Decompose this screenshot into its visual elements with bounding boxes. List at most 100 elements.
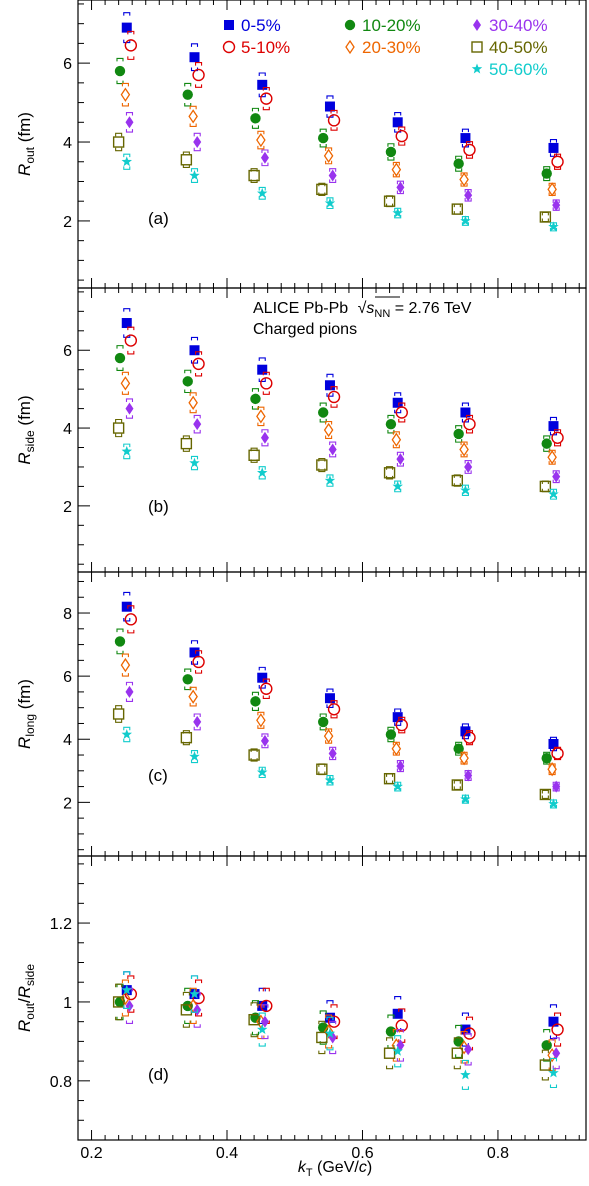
data-point bbox=[395, 129, 408, 143]
data-point bbox=[328, 747, 337, 760]
syst-bracket bbox=[398, 126, 406, 146]
data-point bbox=[552, 780, 561, 793]
data-point bbox=[464, 460, 473, 473]
y-axis-label: Rlong (fm) bbox=[15, 679, 37, 749]
data-point bbox=[188, 109, 198, 124]
data-point bbox=[396, 181, 405, 194]
syst-bracket bbox=[319, 128, 327, 148]
series-0-5% bbox=[121, 591, 559, 752]
legend-label: 20-30% bbox=[362, 38, 421, 57]
syst-bracket bbox=[394, 1035, 402, 1068]
data-point bbox=[541, 752, 552, 764]
syst-bracket bbox=[115, 983, 123, 1021]
data-point bbox=[460, 793, 471, 804]
data-point bbox=[548, 798, 559, 809]
syst-bracket bbox=[258, 466, 266, 480]
data-point bbox=[324, 380, 335, 391]
data-point bbox=[193, 418, 202, 431]
syst-bracket bbox=[190, 975, 199, 1013]
series-10-20% bbox=[114, 345, 552, 452]
syst-bracket bbox=[461, 723, 469, 740]
data-point bbox=[112, 996, 125, 1008]
data-point bbox=[112, 422, 125, 434]
syst-bracket bbox=[319, 713, 327, 731]
data-point bbox=[451, 779, 464, 791]
data-point bbox=[385, 1026, 397, 1037]
syst-bracket bbox=[193, 414, 201, 434]
data-point bbox=[121, 984, 132, 995]
syst-bracket bbox=[123, 153, 131, 170]
data-point bbox=[460, 726, 471, 737]
syst-bracket bbox=[258, 72, 266, 98]
data-point bbox=[464, 769, 473, 782]
data-point bbox=[121, 318, 132, 329]
data-point bbox=[395, 1019, 408, 1032]
syst-bracket bbox=[123, 591, 131, 622]
x-tick-label: 0.6 bbox=[351, 1145, 373, 1162]
syst-bracket bbox=[453, 780, 461, 790]
series-50-60% bbox=[121, 971, 559, 1090]
data-point bbox=[121, 601, 132, 612]
syst-bracket bbox=[329, 168, 337, 183]
data-point bbox=[317, 716, 329, 728]
data-point bbox=[125, 685, 134, 698]
data-point bbox=[548, 1016, 559, 1027]
data-point bbox=[189, 170, 200, 181]
syst-bracket bbox=[386, 1037, 394, 1070]
y-tick-label: 4 bbox=[63, 732, 72, 749]
syst-bracket bbox=[184, 82, 192, 107]
y-tick-label: 6 bbox=[63, 56, 72, 73]
panel-a: 2 4 6 (a) Rout (fm) bbox=[15, 0, 587, 289]
data-point bbox=[392, 117, 403, 128]
syst-bracket bbox=[548, 182, 556, 196]
syst-bracket bbox=[387, 726, 395, 743]
syst-bracket bbox=[325, 420, 333, 440]
data-point bbox=[124, 39, 138, 52]
syst-bracket bbox=[257, 711, 265, 729]
syst-bracket bbox=[258, 357, 266, 383]
syst-bracket bbox=[541, 211, 549, 223]
syst-bracket bbox=[195, 979, 203, 1017]
data-point bbox=[552, 199, 561, 212]
syst-bracket bbox=[184, 668, 192, 691]
series-40-50% bbox=[112, 132, 552, 223]
syst-bracket bbox=[398, 716, 406, 734]
data-point bbox=[539, 211, 552, 223]
syst-bracket bbox=[330, 700, 338, 719]
y-tick-label: 2 bbox=[63, 499, 72, 516]
legend-marker bbox=[345, 39, 355, 55]
data-point bbox=[248, 1013, 260, 1026]
syst-bracket bbox=[195, 650, 203, 674]
syst-bracket bbox=[326, 688, 334, 708]
syst-bracket bbox=[460, 172, 468, 187]
data-point bbox=[551, 155, 564, 168]
legend-label: 0-5% bbox=[241, 16, 281, 35]
legend-label: 50-60% bbox=[489, 60, 548, 79]
data-point bbox=[451, 203, 464, 215]
panel-d: 0.8 1 1.2 (d) Rout/Rside bbox=[15, 855, 587, 1141]
legend-label: 30-40% bbox=[489, 16, 548, 35]
data-point bbox=[324, 774, 336, 785]
data-point bbox=[383, 195, 396, 207]
data-point bbox=[453, 428, 464, 440]
data-point bbox=[385, 418, 397, 430]
data-point bbox=[182, 89, 193, 100]
syst-bracket bbox=[262, 87, 270, 111]
syst-bracket bbox=[330, 109, 338, 131]
syst-bracket bbox=[182, 151, 190, 169]
legend-item: 10-20% bbox=[344, 16, 421, 35]
data-point bbox=[124, 613, 138, 626]
data-point bbox=[121, 156, 132, 167]
syst-bracket bbox=[460, 1031, 468, 1064]
series-30-40% bbox=[125, 681, 561, 793]
syst-bracket bbox=[257, 1004, 265, 1040]
panel-label: (b) bbox=[148, 497, 169, 516]
data-point bbox=[392, 1045, 403, 1056]
syst-bracket bbox=[387, 143, 395, 161]
syst-bracket bbox=[125, 398, 134, 419]
data-point bbox=[391, 432, 402, 447]
syst-bracket bbox=[190, 455, 199, 471]
series-5-10% bbox=[124, 30, 564, 170]
data-point bbox=[460, 1069, 471, 1080]
data-point bbox=[547, 182, 557, 197]
